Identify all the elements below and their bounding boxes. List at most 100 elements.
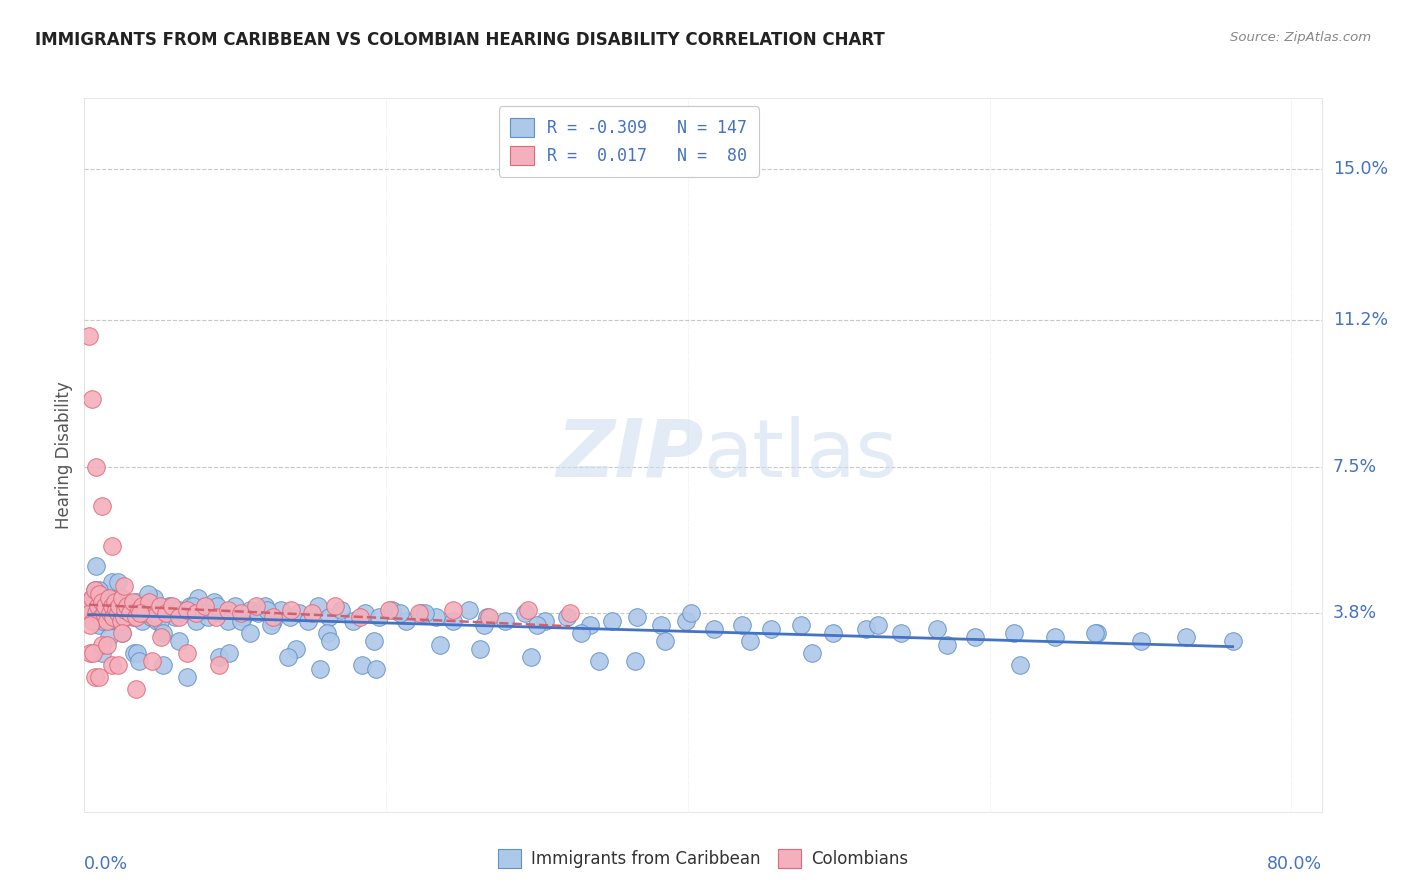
Point	[89, 582, 111, 597]
Point	[364, 662, 387, 676]
Text: 0.0%: 0.0%	[84, 855, 128, 872]
Point	[112, 610, 135, 624]
Point	[134, 607, 156, 621]
Point	[98, 607, 121, 621]
Point	[91, 594, 114, 608]
Point	[77, 599, 100, 613]
Text: 7.5%: 7.5%	[1333, 458, 1376, 475]
Text: IMMIGRANTS FROM CARIBBEAN VS COLOMBIAN HEARING DISABILITY CORRELATION CHART: IMMIGRANTS FROM CARIBBEAN VS COLOMBIAN H…	[35, 31, 884, 49]
Point	[262, 615, 284, 629]
Point	[96, 615, 118, 629]
Point	[110, 607, 132, 621]
Point	[354, 607, 377, 621]
Point	[759, 623, 782, 637]
Point	[1222, 634, 1244, 648]
Point	[79, 646, 101, 660]
Point	[91, 602, 114, 616]
Point	[329, 602, 352, 616]
Point	[96, 638, 118, 652]
Point	[77, 599, 100, 613]
Point	[131, 599, 153, 613]
Point	[477, 610, 499, 624]
Point	[181, 599, 204, 613]
Point	[224, 599, 246, 613]
Point	[208, 658, 231, 673]
Point	[194, 599, 217, 613]
Point	[318, 610, 340, 624]
Point	[176, 646, 198, 660]
Point	[146, 615, 169, 629]
Point	[157, 599, 180, 613]
Point	[191, 602, 214, 616]
Point	[101, 610, 124, 624]
Point	[342, 615, 364, 629]
Point	[124, 594, 146, 608]
Point	[89, 618, 111, 632]
Point	[408, 607, 430, 621]
Point	[231, 615, 253, 629]
Point	[650, 618, 672, 632]
Point	[101, 610, 124, 624]
Point	[94, 599, 117, 613]
Point	[1084, 626, 1107, 640]
Point	[79, 607, 101, 621]
Point	[925, 623, 948, 637]
Point	[112, 579, 135, 593]
Point	[254, 599, 277, 613]
Point	[105, 602, 128, 616]
Point	[90, 594, 112, 608]
Point	[301, 607, 323, 621]
Point	[111, 591, 134, 605]
Point	[86, 607, 108, 621]
Point	[131, 615, 153, 629]
Point	[256, 602, 278, 616]
Point	[121, 610, 143, 624]
Point	[239, 626, 262, 640]
Point	[100, 539, 122, 553]
Point	[112, 610, 135, 624]
Point	[588, 654, 610, 668]
Point	[217, 615, 239, 629]
Point	[94, 599, 117, 613]
Point	[160, 599, 183, 613]
Point	[208, 650, 231, 665]
Point	[152, 626, 174, 640]
Point	[98, 615, 121, 629]
Point	[173, 607, 195, 621]
Point	[1174, 630, 1197, 644]
Point	[77, 329, 100, 343]
Point	[731, 618, 754, 632]
Point	[93, 591, 115, 605]
Point	[425, 610, 447, 624]
Point	[82, 615, 104, 629]
Point	[1008, 658, 1031, 673]
Point	[100, 574, 122, 589]
Point	[197, 610, 219, 624]
Point	[139, 610, 162, 624]
Point	[114, 599, 136, 613]
Point	[262, 610, 284, 624]
Point	[349, 610, 371, 624]
Text: ZIP: ZIP	[555, 416, 703, 494]
Point	[231, 607, 253, 621]
Point	[100, 658, 122, 673]
Point	[96, 610, 118, 624]
Point	[122, 646, 145, 660]
Point	[890, 626, 912, 640]
Point	[675, 615, 697, 629]
Point	[86, 607, 108, 621]
Point	[91, 638, 114, 652]
Point	[517, 602, 540, 616]
Point	[128, 602, 150, 616]
Y-axis label: Hearing Disability: Hearing Disability	[55, 381, 73, 529]
Point	[513, 607, 536, 621]
Point	[82, 646, 104, 660]
Point	[654, 634, 676, 648]
Point	[579, 618, 602, 632]
Point	[205, 599, 228, 613]
Point	[323, 599, 346, 613]
Point	[111, 626, 134, 640]
Point	[134, 599, 156, 613]
Point	[602, 615, 624, 629]
Point	[108, 615, 131, 629]
